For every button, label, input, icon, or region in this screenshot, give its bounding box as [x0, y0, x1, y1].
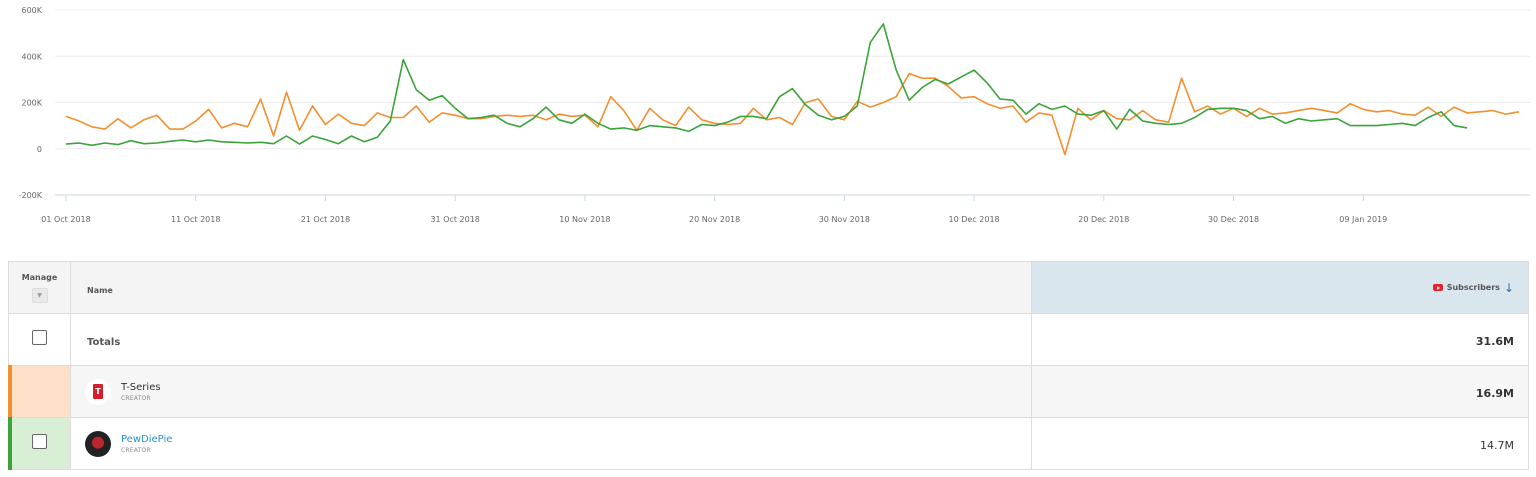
pewdiepie-select-cell[interactable] [8, 417, 71, 470]
x-tick-label: 30 Nov 2018 [819, 215, 870, 224]
pewdiepie-name-cell: PewDiePie CREATOR [70, 417, 1032, 470]
tseries-logo-icon: T [93, 384, 103, 399]
y-axis: 600K 400K 200K 0 -200K [19, 6, 43, 200]
series-line-pewdiepie[interactable] [65, 23, 1468, 147]
creator-subscribers: 14.7M [1480, 439, 1514, 452]
x-tick-label: 09 Jan 2019 [1339, 215, 1387, 224]
table-header-row: Manage ▼ Name Subscribers ↓ [8, 261, 1529, 314]
tseries-avatar: T [85, 378, 111, 405]
y-tick-label: 600K [21, 6, 42, 15]
creator-subscribers: 16.9M [1475, 387, 1514, 400]
tseries-select-cell[interactable] [8, 365, 71, 418]
x-tick-label: 10 Nov 2018 [559, 215, 610, 224]
y-tick-label: -200K [19, 191, 43, 200]
x-tick-label: 21 Oct 2018 [301, 215, 350, 224]
x-tick-label: 20 Nov 2018 [689, 215, 740, 224]
y-tick-label: 200K [21, 99, 42, 108]
x-tick-label: 01 Oct 2018 [41, 215, 90, 224]
totals-subscribers: 31.6M [1475, 335, 1514, 348]
x-axis: 01 Oct 2018 11 Oct 2018 21 Oct 2018 31 Oct … [41, 195, 1387, 224]
sort-descending-icon[interactable]: ↓ [1503, 280, 1514, 295]
y-tick-label: 0 [37, 145, 42, 154]
manage-column-header[interactable]: Manage ▼ [8, 261, 71, 314]
manage-dropdown-caret-icon[interactable]: ▼ [31, 287, 48, 303]
creator-name[interactable]: T-Series [121, 381, 161, 393]
x-tick-label: 10 Dec 2018 [949, 215, 1000, 224]
youtube-icon [1432, 284, 1443, 291]
x-tick-label: 30 Dec 2018 [1208, 215, 1259, 224]
creator-type: CREATOR [121, 394, 151, 402]
pewdiepie-checkbox[interactable] [32, 434, 47, 449]
creator-name[interactable]: PewDiePie [121, 433, 173, 445]
totals-checkbox[interactable] [32, 330, 47, 345]
totals-select-cell [8, 313, 71, 366]
x-tick-label: 20 Dec 2018 [1078, 215, 1129, 224]
table-row[interactable]: PewDiePie CREATOR 14.7M [8, 417, 1529, 470]
chart-series [65, 23, 1520, 156]
totals-row: Totals 31.6M [8, 313, 1529, 366]
chart-grid [55, 9, 1530, 196]
y-tick-label: 400K [21, 52, 42, 61]
subscribers-line-chart: 600K 400K 200K 0 -200K 01 Oct 2018 11 Oct 201… [19, 6, 1530, 224]
series-color-bar [8, 365, 12, 418]
creator-type: CREATOR [121, 446, 151, 454]
totals-name-cell: Totals [70, 313, 1032, 366]
tseries-subscribers-cell: 16.9M [1031, 365, 1529, 418]
x-tick-label: 11 Oct 2018 [171, 215, 220, 224]
series-line-t-series[interactable] [65, 72, 1520, 156]
tseries-name-cell: T T-Series CREATOR [70, 365, 1032, 418]
name-header-label: Name [87, 286, 113, 295]
subscribers-header-label: Subscribers [1446, 283, 1500, 292]
table-row[interactable]: T T-Series CREATOR 16.9M [8, 365, 1529, 418]
subscribers-column-header[interactable]: Subscribers ↓ [1031, 261, 1529, 314]
totals-value-cell: 31.6M [1031, 313, 1529, 366]
series-color-bar [8, 417, 12, 470]
name-column-header[interactable]: Name [70, 261, 1032, 314]
pewdiepie-avatar [85, 430, 111, 457]
manage-header-label: Manage [21, 272, 58, 282]
x-tick-label: 31 Oct 2018 [430, 215, 479, 224]
pewdiepie-subscribers-cell: 14.7M [1031, 417, 1529, 470]
creators-table: Manage ▼ Name Subscribers ↓ Totals 31.6M [8, 261, 1529, 470]
totals-label: Totals [87, 337, 121, 348]
